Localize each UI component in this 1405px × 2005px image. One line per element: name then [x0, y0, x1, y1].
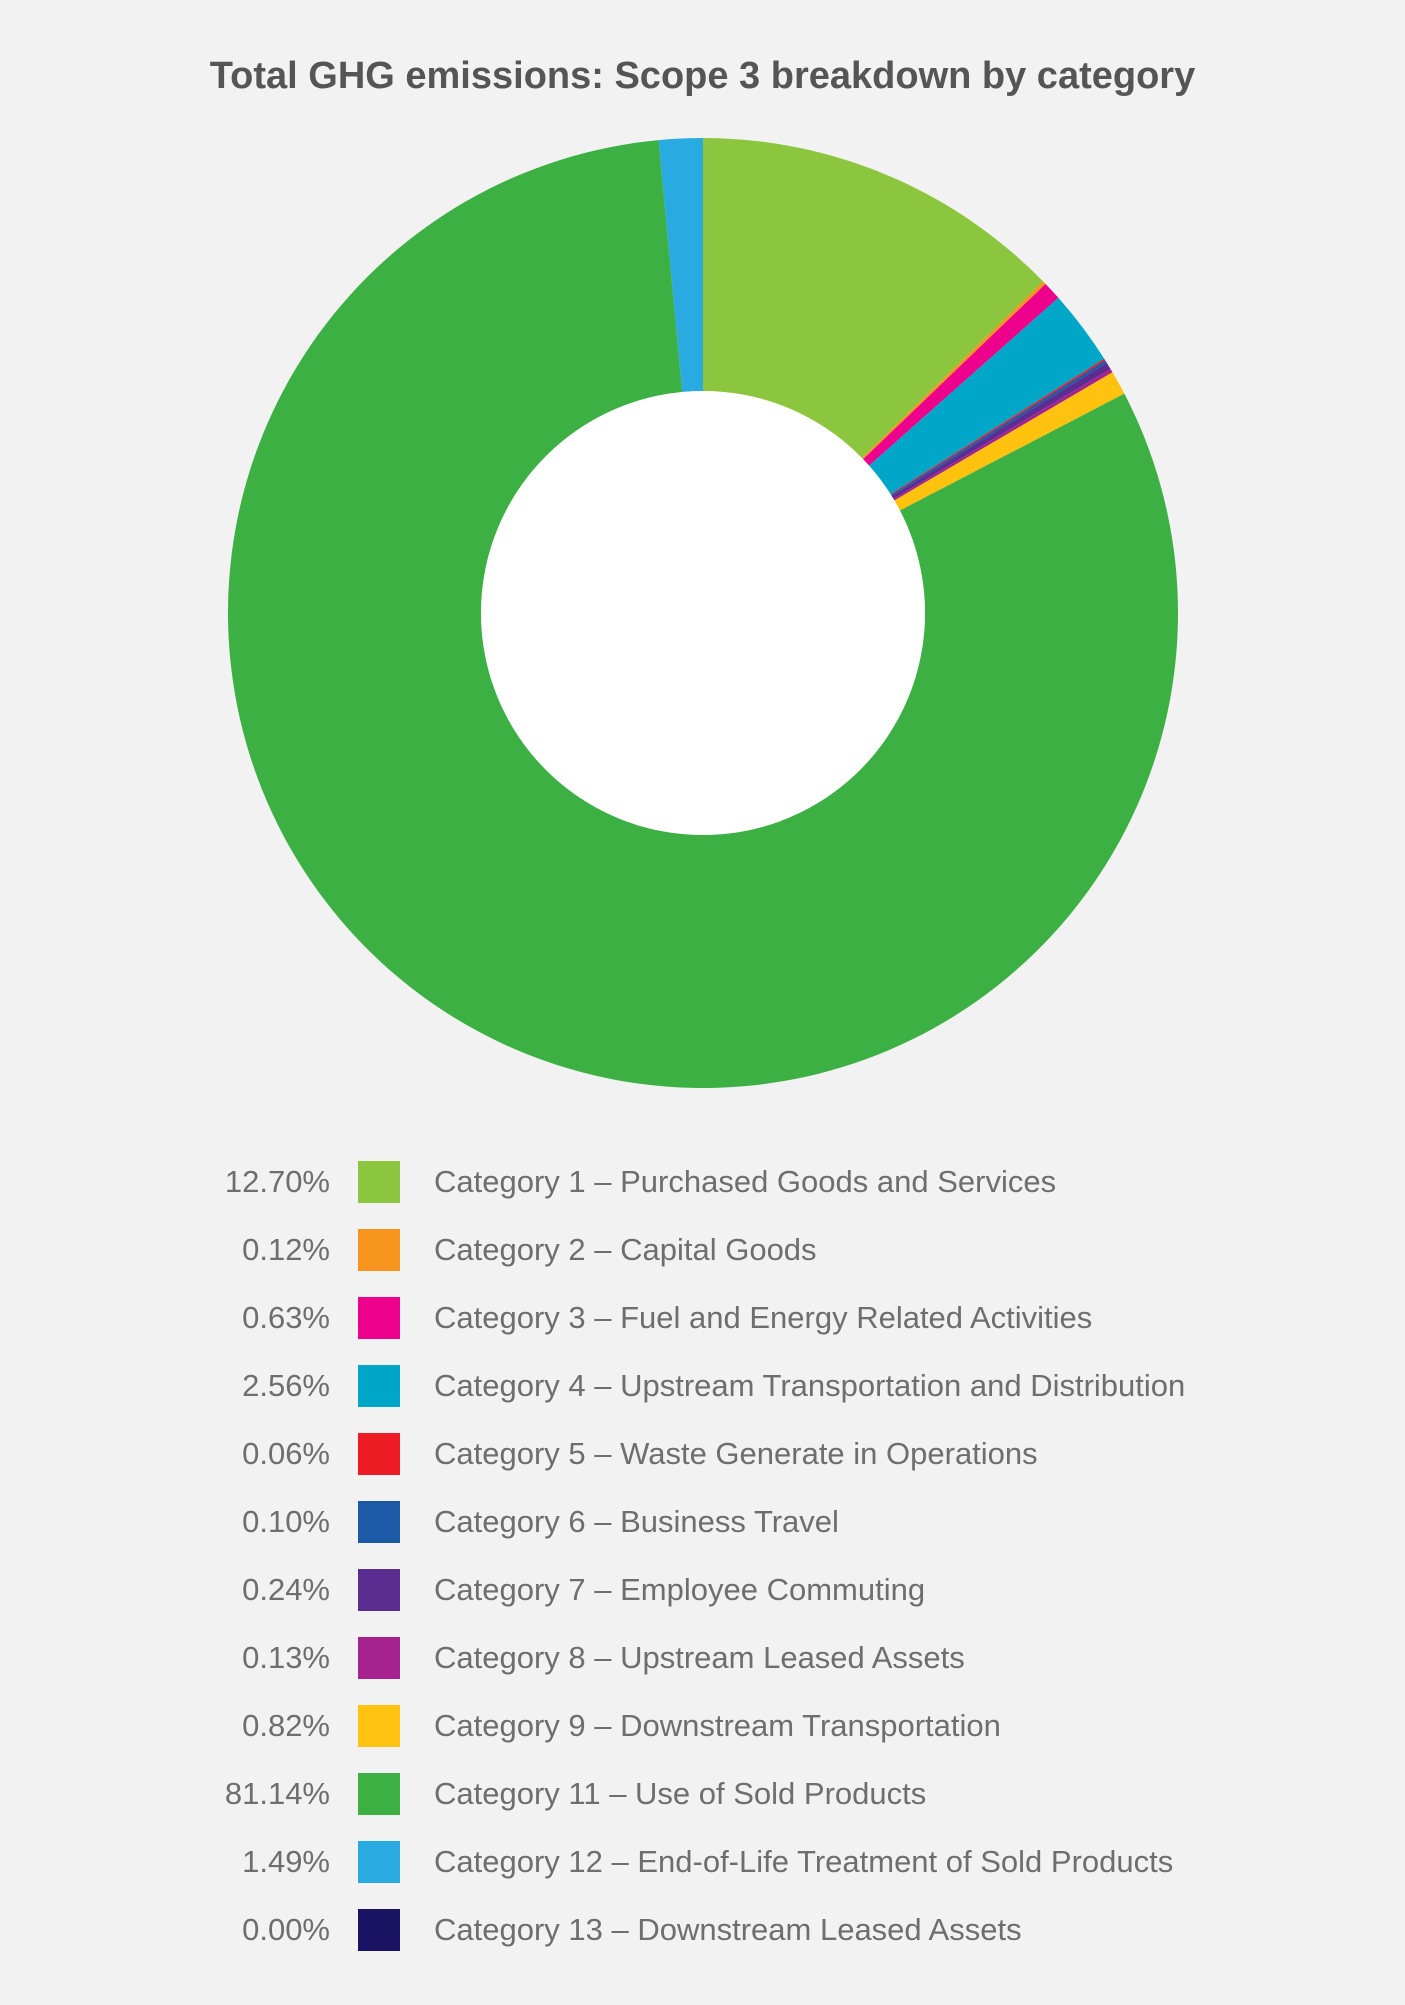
chart-title: Total GHG emissions: Scope 3 breakdown b… — [210, 55, 1195, 98]
legend-swatch — [358, 1161, 400, 1203]
legend-percent: 0.63% — [90, 1300, 330, 1336]
legend-row: 0.13% Category 8 – Upstream Leased Assets — [90, 1624, 1375, 1692]
legend-row: 0.06% Category 5 – Waste Generate in Oper… — [90, 1420, 1375, 1488]
legend-swatch — [358, 1909, 400, 1951]
legend-label: Category 12 – End-of-Life Treatment of S… — [434, 1844, 1375, 1880]
legend-swatch — [358, 1229, 400, 1271]
donut-chart — [228, 138, 1178, 1088]
legend-label: Category 13 – Downstream Leased Assets — [434, 1912, 1375, 1948]
legend-row: 2.56% Category 4 – Upstream Transportatio… — [90, 1352, 1375, 1420]
legend-swatch — [358, 1365, 400, 1407]
legend-swatch — [358, 1637, 400, 1679]
legend-label: Category 2 – Capital Goods — [434, 1232, 1375, 1268]
legend-row: 0.24% Category 7 – Employee Commuting — [90, 1556, 1375, 1624]
donut-hole — [481, 391, 925, 835]
legend-swatch — [358, 1841, 400, 1883]
chart-container: Total GHG emissions: Scope 3 breakdown b… — [0, 0, 1405, 2005]
legend-label: Category 11 – Use of Sold Products — [434, 1776, 1375, 1812]
legend-swatch — [358, 1705, 400, 1747]
legend-row: 0.63% Category 3 – Fuel and Energy Relate… — [90, 1284, 1375, 1352]
legend-percent: 0.10% — [90, 1504, 330, 1540]
legend-row: 12.70% Category 1 – Purchased Goods and S… — [90, 1148, 1375, 1216]
legend-label: Category 7 – Employee Commuting — [434, 1572, 1375, 1608]
legend-percent: 12.70% — [90, 1164, 330, 1200]
legend-row: 0.10% Category 6 – Business Travel — [90, 1488, 1375, 1556]
legend-swatch — [358, 1501, 400, 1543]
legend-percent: 0.24% — [90, 1572, 330, 1608]
legend-label: Category 6 – Business Travel — [434, 1504, 1375, 1540]
legend-percent: 1.49% — [90, 1844, 330, 1880]
legend-percent: 81.14% — [90, 1776, 330, 1812]
legend-row: 0.82% Category 9 – Downstream Transportat… — [90, 1692, 1375, 1760]
legend-row: 0.12% Category 2 – Capital Goods — [90, 1216, 1375, 1284]
legend-swatch — [358, 1297, 400, 1339]
legend-swatch — [358, 1773, 400, 1815]
legend-label: Category 8 – Upstream Leased Assets — [434, 1640, 1375, 1676]
legend-row: 0.00% Category 13 – Downstream Leased Ass… — [90, 1896, 1375, 1964]
legend-label: Category 1 – Purchased Goods and Service… — [434, 1164, 1375, 1200]
legend-percent: 0.06% — [90, 1436, 330, 1472]
legend-swatch — [358, 1569, 400, 1611]
legend-percent: 2.56% — [90, 1368, 330, 1404]
legend-row: 1.49% Category 12 – End-of-Life Treatment… — [90, 1828, 1375, 1896]
legend-label: Category 3 – Fuel and Energy Related Act… — [434, 1300, 1375, 1336]
donut-chart-wrap — [60, 138, 1345, 1088]
legend-percent: 0.13% — [90, 1640, 330, 1676]
legend-percent: 0.12% — [90, 1232, 330, 1268]
legend-label: Category 9 – Downstream Transportation — [434, 1708, 1375, 1744]
legend-swatch — [358, 1433, 400, 1475]
legend-label: Category 4 – Upstream Transportation and… — [434, 1368, 1375, 1404]
legend-percent: 0.00% — [90, 1912, 330, 1948]
legend-row: 81.14% Category 11 – Use of Sold Products — [90, 1760, 1375, 1828]
chart-legend: 12.70% Category 1 – Purchased Goods and S… — [30, 1148, 1375, 1964]
legend-label: Category 5 – Waste Generate in Operation… — [434, 1436, 1375, 1472]
legend-percent: 0.82% — [90, 1708, 330, 1744]
